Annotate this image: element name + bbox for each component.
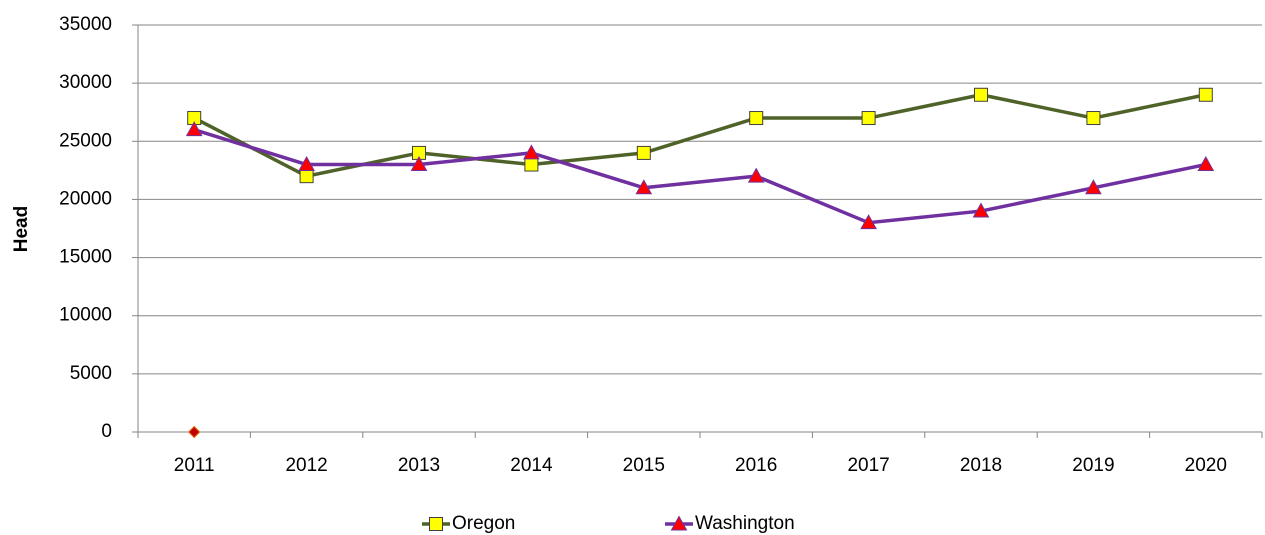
x-tick-label: 2013 <box>398 455 440 476</box>
x-tick-label: 2014 <box>510 455 553 476</box>
legend-label: Washington <box>695 513 795 534</box>
y-tick-label: 35000 <box>59 14 112 35</box>
series-line <box>193 127 1207 225</box>
data-point <box>298 156 315 172</box>
x-tick-label: 2012 <box>285 455 327 476</box>
y-tick-label: 30000 <box>59 72 112 93</box>
data-point <box>974 87 988 102</box>
data-point <box>1086 111 1101 126</box>
data-point <box>860 214 877 230</box>
x-tick-label: 2020 <box>1185 455 1227 476</box>
data-point <box>185 121 203 137</box>
data-point <box>747 167 765 183</box>
y-tick-label: 15000 <box>59 247 112 268</box>
x-tick-label: 2016 <box>735 455 777 476</box>
legend-marker <box>429 517 443 531</box>
data-point <box>636 145 651 160</box>
y-tick-label: 20000 <box>59 188 112 209</box>
data-point <box>1085 179 1102 195</box>
data-point <box>635 179 653 195</box>
data-point <box>1197 156 1215 172</box>
legend-marker <box>670 515 688 531</box>
data-point <box>410 156 428 172</box>
y-tick-label: 10000 <box>59 305 112 326</box>
x-tick-label: 2011 <box>174 455 215 476</box>
x-tick-label: 2015 <box>623 455 665 476</box>
x-tick-label: 2018 <box>960 455 1002 476</box>
x-tick-label: 2017 <box>847 455 889 476</box>
legend-label: Oregon <box>452 513 515 534</box>
data-point <box>299 169 314 184</box>
data-point <box>523 144 540 160</box>
x-tick-label: 2019 <box>1072 455 1114 476</box>
data-point <box>749 111 764 126</box>
y-tick-label: 0 <box>101 421 112 442</box>
data-point <box>1198 87 1213 102</box>
data-point <box>524 157 539 172</box>
data-point <box>187 425 201 439</box>
y-axis-label: Head <box>11 206 32 252</box>
y-tick-label: 5000 <box>70 363 112 384</box>
data-point <box>861 111 876 126</box>
y-tick-label: 25000 <box>59 130 112 151</box>
data-point <box>972 202 990 218</box>
